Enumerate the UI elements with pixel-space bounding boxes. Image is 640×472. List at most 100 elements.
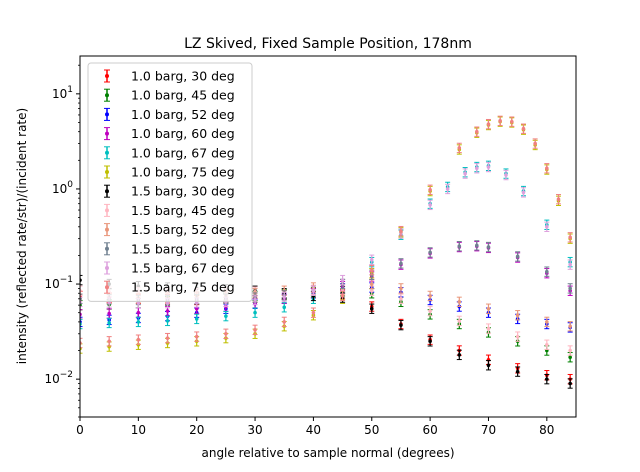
data-point: [521, 190, 526, 195]
data-point: [399, 286, 403, 291]
y-tick-label: 100: [52, 180, 73, 196]
data-point: [445, 187, 450, 191]
data-point: [224, 314, 228, 318]
y-tick-label: 101: [52, 85, 73, 101]
data-point: [498, 119, 502, 123]
data-point: [253, 310, 257, 315]
data-point: [545, 269, 549, 274]
legend-item: 1.5 barg, 30 deg: [104, 184, 235, 199]
data-point: [428, 294, 432, 298]
data-point: [515, 313, 520, 318]
data-point: [457, 353, 462, 357]
data-point: [475, 166, 479, 171]
data-point: [510, 119, 514, 124]
data-point: [399, 261, 403, 266]
x-axis-label: angle relative to sample normal (degrees…: [201, 446, 454, 460]
legend-item: 1.5 barg, 52 deg: [104, 222, 235, 237]
data-point: [311, 288, 316, 293]
data-point: [545, 342, 549, 347]
legend-label: 1.0 barg, 60 deg: [131, 126, 235, 141]
legend-item: 1.0 barg, 67 deg: [104, 145, 235, 160]
legend-item: 1.0 barg, 60 deg: [104, 126, 235, 141]
legend-dot: [105, 74, 109, 78]
x-tick-label: 50: [364, 423, 379, 437]
data-point: [165, 319, 170, 323]
data-point: [457, 146, 462, 150]
data-point: [568, 324, 572, 329]
x-tick-label: 80: [539, 423, 554, 437]
legend-item: 1.5 barg, 75 deg: [104, 280, 235, 295]
data-point: [311, 310, 316, 315]
data-point: [533, 141, 537, 146]
legend-dot: [105, 93, 109, 98]
legend-dot: [105, 112, 109, 117]
data-point: [369, 306, 374, 311]
legend: 1.0 barg, 30 deg 1.0 barg, 45 deg 1.0 barg…: [87, 62, 253, 302]
legend-label: 1.5 barg, 30 deg: [131, 184, 235, 199]
data-point: [224, 331, 228, 336]
data-point: [428, 339, 432, 344]
data-point: [369, 282, 374, 286]
legend-dot: [105, 208, 109, 213]
series-12: [80, 115, 573, 349]
data-point: [340, 278, 345, 282]
y-tick-label: 10−2: [44, 370, 73, 386]
legend-item: 1.5 barg, 45 deg: [104, 203, 235, 218]
legend-dot: [105, 131, 109, 136]
data-point: [340, 294, 345, 298]
data-point: [486, 363, 491, 368]
data-point: [107, 321, 111, 325]
data-point: [457, 244, 462, 249]
data-point: [486, 165, 491, 169]
data-point: [504, 173, 508, 177]
data-point: [545, 224, 549, 229]
data-point: [253, 298, 257, 302]
legend-label: 1.5 barg, 60 deg: [131, 241, 235, 256]
data-point: [568, 286, 572, 291]
legend-label: 1.0 barg, 45 deg: [131, 88, 235, 103]
legend-label: 1.0 barg, 67 deg: [131, 145, 235, 160]
data-point: [428, 309, 432, 313]
y-tick-label: 10−1: [44, 275, 73, 291]
data-point: [399, 229, 403, 233]
legend-label: 1.0 barg, 30 deg: [131, 69, 235, 84]
data-point: [428, 250, 432, 255]
data-point: [521, 126, 526, 131]
legend-dot: [105, 227, 109, 232]
data-point: [457, 300, 462, 304]
data-point: [486, 245, 491, 249]
data-point: [545, 377, 549, 381]
chart-title: LZ Skived, Fixed Sample Position, 178nm: [184, 36, 472, 52]
plot-frame: [79, 55, 577, 418]
x-tick-label: 10: [131, 423, 146, 437]
data-point: [475, 129, 479, 134]
data-point: [107, 311, 111, 316]
data-point: [282, 320, 287, 324]
legend-item: 1.0 barg, 75 deg: [104, 165, 235, 180]
data-point: [568, 348, 572, 353]
x-tick-label: 60: [422, 423, 437, 437]
data-point: [568, 355, 572, 360]
data-point: [545, 320, 549, 324]
y-axis-label: intensity (reflected rate/str)/(incident…: [15, 108, 29, 364]
axes: 0 10 20 30 40 50 60 70 80 10−2 10−1 100 101: [44, 64, 554, 437]
x-tick-label: 0: [76, 423, 84, 437]
data-point: [253, 328, 257, 332]
legend-dot: [105, 170, 109, 174]
legend-label: 1.5 barg, 67 deg: [131, 261, 235, 276]
data-point: [165, 309, 170, 313]
legend-item: 1.0 barg, 52 deg: [104, 107, 235, 122]
data-point: [457, 319, 462, 323]
legend-label: 1.0 barg, 52 deg: [131, 107, 235, 122]
data-point: [428, 203, 432, 207]
data-point: [568, 381, 572, 386]
data-point: [463, 171, 467, 176]
data-point: [399, 296, 403, 301]
data-point: [282, 305, 287, 310]
data-point: [369, 268, 374, 272]
legend-item: 1.5 barg, 60 deg: [104, 241, 235, 256]
legend-item: 1.0 barg, 30 deg: [104, 69, 235, 84]
data-point: [568, 262, 572, 267]
